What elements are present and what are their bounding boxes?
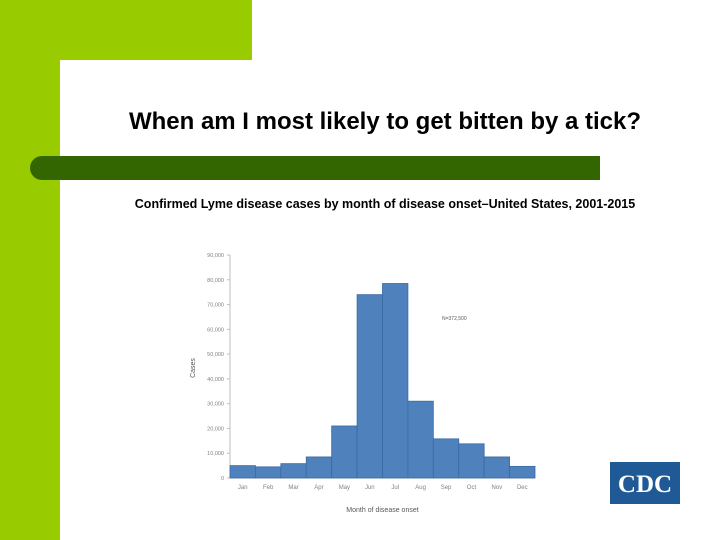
x-tick-label: Feb	[263, 485, 274, 491]
chart-subtitle: Confirmed Lyme disease cases by month of…	[134, 197, 636, 211]
y-tick-label: 80,000	[207, 278, 224, 284]
cdc-logo-background	[610, 462, 680, 504]
x-tick-label: Jul	[391, 485, 399, 491]
x-axis-ticks: Jan Feb Mar Apr May Jun Jul Aug Sep Oct Nov Dec	[238, 485, 528, 491]
bar-feb	[255, 466, 282, 479]
cdc-logo: CDC	[610, 462, 680, 504]
cdc-logo-text: CDC	[618, 471, 672, 498]
bar-jan	[229, 465, 256, 479]
bar-mar	[280, 463, 307, 479]
y-axis-ticks: 0 10,000 20,000 30,000 40,000 50,000 60,000 70,…	[207, 253, 230, 482]
x-tick-label: Sep	[441, 485, 452, 491]
bar-sep	[432, 438, 460, 479]
content-corner	[60, 60, 120, 120]
total-count-annotation: N=372,500	[442, 316, 467, 322]
accent-band-top	[0, 0, 252, 60]
y-tick-label: 10,000	[207, 451, 224, 457]
slide-title: When am I most likely to get bitten by a…	[128, 108, 642, 135]
y-tick-label: 60,000	[207, 327, 224, 333]
x-tick-label: Dec	[517, 485, 528, 491]
x-tick-label: May	[339, 485, 350, 491]
bar-jun	[356, 294, 383, 479]
y-tick-label: 70,000	[207, 303, 224, 309]
x-axis-label: Month of disease onset	[346, 507, 418, 514]
x-tick-label: Nov	[492, 485, 503, 491]
y-tick-label: 20,000	[207, 426, 224, 432]
x-tick-label: Aug	[415, 485, 426, 491]
y-tick-label: 50,000	[207, 352, 224, 358]
bar-nov	[483, 456, 510, 479]
bar-apr	[305, 456, 333, 479]
bars	[229, 283, 536, 479]
bar-oct	[458, 443, 485, 479]
bar-jul	[382, 283, 409, 479]
x-tick-label: Jun	[365, 485, 375, 491]
x-tick-label: Oct	[467, 485, 477, 491]
bar-dec	[509, 465, 536, 479]
bar-aug	[407, 400, 434, 479]
y-tick-label: 0	[221, 476, 224, 482]
lyme-cases-bar-chart: 0 10,000 20,000 30,000 40,000 50,000 60,000 70,…	[190, 253, 536, 514]
x-tick-label: Jan	[238, 485, 248, 491]
y-tick-label: 30,000	[207, 402, 224, 408]
title-rule	[30, 156, 600, 180]
y-tick-label: 90,000	[207, 253, 224, 259]
y-tick-label: 40,000	[207, 377, 224, 383]
x-tick-label: Mar	[288, 485, 298, 491]
accent-band-left	[0, 0, 60, 540]
bar-may	[331, 425, 358, 479]
y-axis-label: Cases	[190, 358, 197, 378]
x-tick-label: Apr	[314, 485, 323, 491]
